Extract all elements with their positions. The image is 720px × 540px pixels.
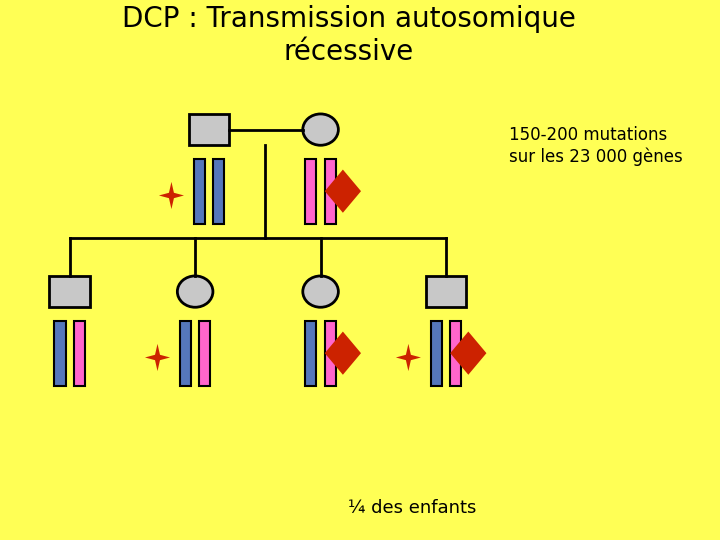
Text: DCP : Transmission autosomique
récessive: DCP : Transmission autosomique récessive	[122, 5, 575, 66]
Polygon shape	[325, 332, 361, 375]
Polygon shape	[145, 344, 170, 371]
Bar	[199, 321, 210, 386]
Text: ¼ des enfants: ¼ des enfants	[348, 498, 477, 517]
Bar	[431, 321, 442, 386]
Bar	[54, 321, 66, 386]
Bar	[189, 114, 229, 145]
Bar	[450, 321, 462, 386]
Bar	[325, 159, 336, 224]
Bar	[194, 159, 205, 224]
Ellipse shape	[303, 114, 338, 145]
Bar	[305, 159, 316, 224]
Polygon shape	[159, 182, 184, 209]
Polygon shape	[450, 332, 487, 375]
Polygon shape	[325, 170, 361, 213]
Bar	[50, 276, 90, 307]
Bar	[180, 321, 191, 386]
Ellipse shape	[303, 276, 338, 307]
Bar	[426, 276, 467, 307]
Polygon shape	[396, 344, 421, 371]
Bar	[325, 321, 336, 386]
Bar	[74, 321, 85, 386]
Bar	[213, 159, 225, 224]
Bar	[305, 321, 316, 386]
Text: 150-200 mutations
sur les 23 000 gènes: 150-200 mutations sur les 23 000 gènes	[509, 126, 683, 165]
Ellipse shape	[177, 276, 213, 307]
